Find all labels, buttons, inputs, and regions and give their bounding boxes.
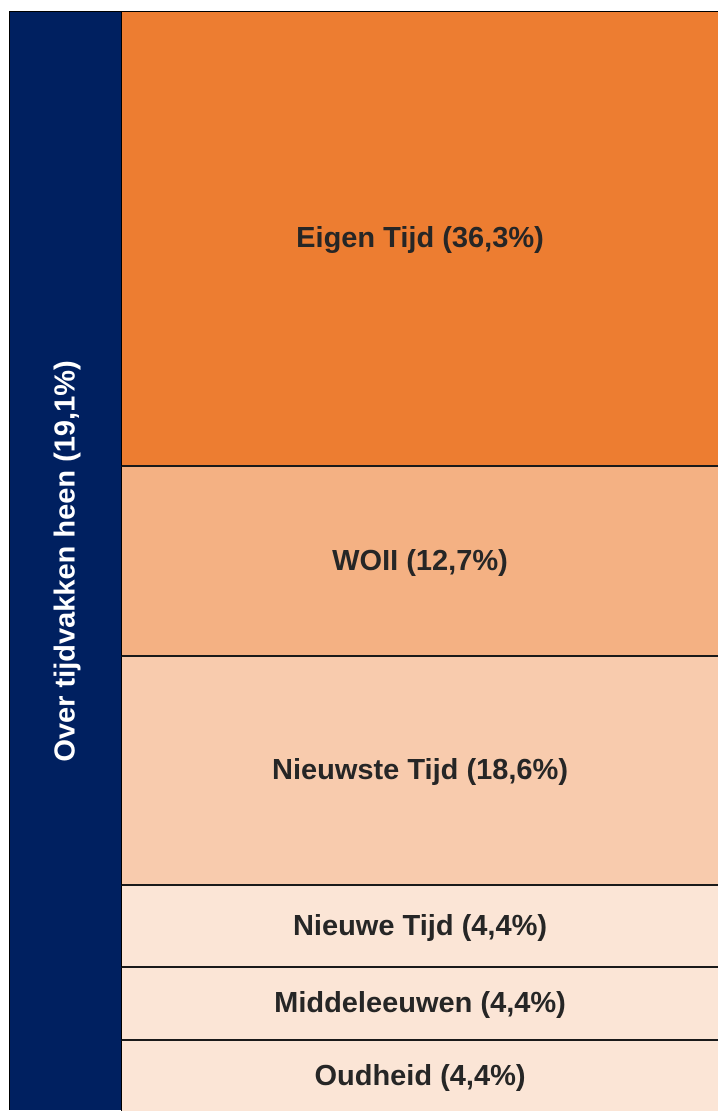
block-label: Middeleeuwen (4,4%) (274, 987, 566, 1019)
block-label: Oudheid (4,4%) (314, 1059, 526, 1092)
block: Eigen Tijd (36,3%) (121, 12, 718, 467)
blocks: Eigen Tijd (36,3%) WOII (12,7%) Nieuwste T… (121, 11, 718, 1111)
block: Nieuwste Tijd (18,6%) (121, 657, 718, 886)
block: WOII (12,7%) (121, 467, 718, 657)
side-label: Over tijdvakken heen (19,1%) (49, 360, 82, 762)
block-label: Nieuwe Tijd (4,4%) (292, 909, 548, 942)
block: Oudheid (4,4%) (121, 1041, 718, 1111)
block-label: Nieuwste Tijd (18,6%) (272, 754, 568, 786)
block: Nieuwe Tijd (4,4%) (121, 886, 718, 968)
block: Middeleeuwen (4,4%) (121, 968, 718, 1041)
block-label: WOII (12,7%) (332, 544, 508, 577)
block-label: Eigen Tijd (36,3%) (296, 222, 544, 254)
side-panel: Over tijdvakken heen (19,1%) (9, 11, 121, 1110)
